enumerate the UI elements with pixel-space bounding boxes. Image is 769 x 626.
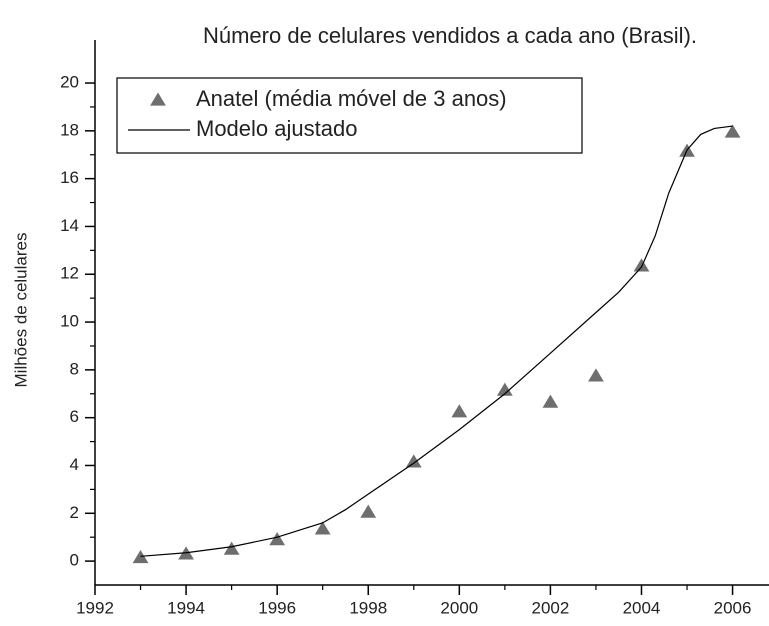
- triangle-marker: [542, 394, 559, 408]
- y-tick-label: 6: [70, 407, 79, 426]
- x-tick-label: 2004: [623, 598, 661, 617]
- x-tick-label: 1996: [258, 598, 296, 617]
- x-tick-label: 2006: [714, 598, 752, 617]
- legend-label: Anatel (média móvel de 3 anos): [196, 86, 507, 111]
- y-axis-label: Milhões de celulares: [11, 233, 30, 388]
- chart-title: Número de celulares vendidos a cada ano …: [203, 23, 697, 48]
- x-tick-label: 2000: [440, 598, 478, 617]
- y-tick-label: 10: [60, 312, 79, 331]
- triangle-marker: [132, 550, 149, 564]
- legend-marker: [150, 92, 166, 106]
- y-tick-label: 12: [60, 264, 79, 283]
- y-tick-label: 14: [60, 216, 79, 235]
- triangle-marker: [360, 504, 377, 518]
- fit-line: [140, 125, 733, 557]
- y-tick-label: 2: [70, 503, 79, 522]
- triangle-marker: [405, 454, 422, 468]
- y-tick-label: 4: [70, 455, 79, 474]
- triangle-marker: [269, 532, 286, 546]
- triangle-marker: [451, 404, 468, 418]
- x-tick-label: 2002: [531, 598, 569, 617]
- x-tick-label: 1992: [76, 598, 114, 617]
- triangle-marker: [633, 258, 650, 272]
- x-tick-label: 1998: [349, 598, 387, 617]
- y-tick-label: 16: [60, 168, 79, 187]
- y-tick-label: 8: [70, 359, 79, 378]
- y-tick-label: 0: [70, 551, 79, 570]
- legend-box: [116, 77, 583, 154]
- y-tick-label: 20: [60, 73, 79, 92]
- triangle-marker: [314, 521, 331, 535]
- legend-label: Modelo ajustado: [196, 116, 357, 141]
- y-tick-label: 18: [60, 120, 79, 139]
- triangle-marker: [724, 124, 741, 138]
- triangle-marker: [496, 382, 513, 396]
- x-tick-label: 1994: [167, 598, 205, 617]
- triangle-marker: [588, 368, 604, 382]
- triangle-marker: [223, 541, 240, 555]
